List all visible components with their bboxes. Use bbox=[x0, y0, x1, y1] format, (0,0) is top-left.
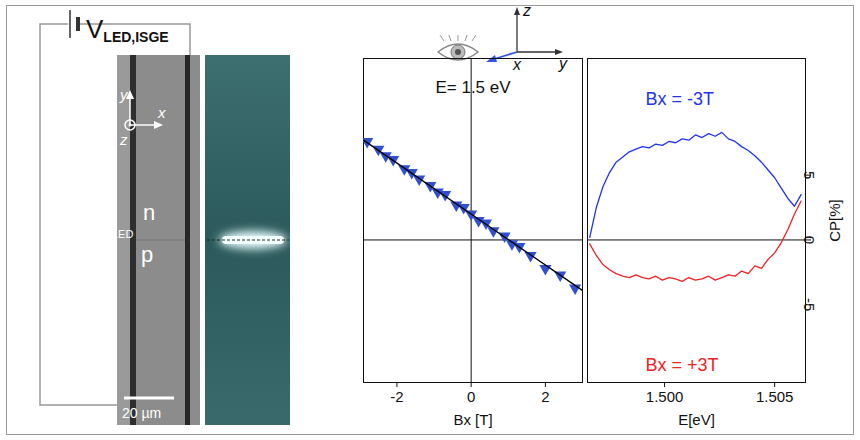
svg-text:20 µm: 20 µm bbox=[122, 405, 161, 421]
svg-text:0: 0 bbox=[467, 388, 475, 405]
svg-text:Bx [T]: Bx [T] bbox=[453, 411, 492, 428]
svg-text:5: 5 bbox=[801, 171, 818, 179]
svg-text:x: x bbox=[513, 56, 521, 73]
svg-text:y: y bbox=[558, 55, 568, 72]
svg-text:z: z bbox=[522, 2, 531, 19]
svg-text:CP[%]: CP[%] bbox=[826, 199, 843, 242]
svg-text:Bx = -3T: Bx = -3T bbox=[646, 89, 715, 109]
svg-text:1.505: 1.505 bbox=[756, 388, 794, 405]
svg-text:n: n bbox=[143, 200, 155, 225]
svg-text:z: z bbox=[119, 131, 128, 148]
svg-text:LED: LED bbox=[112, 228, 133, 240]
svg-text:1.500: 1.500 bbox=[646, 388, 684, 405]
svg-text:0: 0 bbox=[800, 235, 818, 245]
svg-text:E= 1.5 eV: E= 1.5 eV bbox=[435, 78, 511, 97]
svg-text:VLED,ISGE: VLED,ISGE bbox=[86, 14, 169, 45]
svg-text:x: x bbox=[157, 104, 166, 121]
svg-text:2: 2 bbox=[541, 388, 549, 405]
svg-text:E[eV]: E[eV] bbox=[678, 411, 715, 428]
svg-text:-5: -5 bbox=[801, 298, 818, 311]
svg-text:y: y bbox=[119, 86, 129, 103]
svg-text:p: p bbox=[141, 242, 153, 267]
svg-text:Bx = +3T: Bx = +3T bbox=[646, 355, 719, 375]
svg-text:-2: -2 bbox=[390, 388, 403, 405]
